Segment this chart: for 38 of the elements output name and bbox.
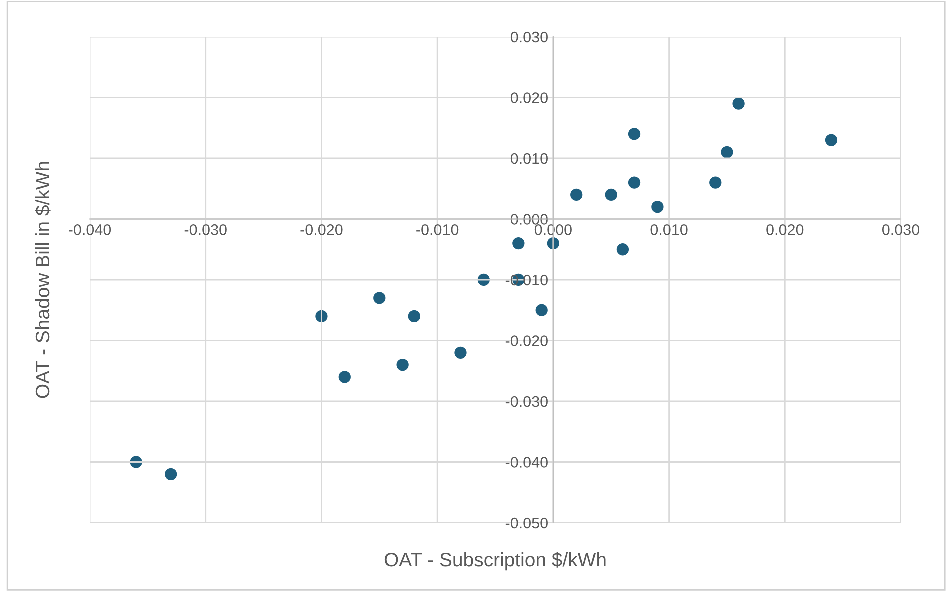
point: [478, 274, 490, 286]
point: [374, 292, 386, 304]
point: [396, 358, 409, 372]
x-tick-label: 0.010: [650, 224, 688, 236]
point: [628, 128, 641, 140]
x-tick-label: -0.020: [300, 224, 343, 236]
y-tick-label: 0.010: [510, 153, 548, 164]
point: [628, 176, 641, 189]
point: [338, 371, 351, 384]
y-tick-label: -0.050: [506, 518, 548, 529]
y-tick-label: 0.020: [510, 92, 548, 104]
x-tick-label: 0.000: [534, 224, 572, 236]
x-tick-label: -0.040: [69, 224, 112, 236]
y-axis-title: OAT - Shadow Bill in $/kWh: [35, 162, 51, 398]
y-tick-label: -0.030: [506, 396, 548, 408]
y-tick-label: -0.010: [506, 274, 548, 286]
x-axis-title: OAT - Subscription $/kWh: [384, 552, 606, 571]
y-tick-label: 0.030: [510, 32, 548, 43]
y-tick-label: 0.000: [510, 214, 548, 225]
point: [570, 188, 583, 202]
x-tick-label: -0.010: [416, 224, 459, 236]
y-tick-label: -0.040: [506, 457, 548, 468]
point: [408, 310, 420, 323]
point: [605, 188, 618, 202]
point: [652, 201, 664, 214]
y-tick-label: -0.020: [506, 336, 548, 346]
point: [512, 237, 525, 250]
point: [616, 244, 630, 256]
point: [732, 98, 745, 110]
point: [721, 146, 734, 158]
point: [165, 468, 178, 480]
x-tick-label: 0.030: [882, 224, 920, 236]
x-tick-label: 0.020: [766, 224, 804, 236]
point: [825, 134, 838, 146]
x-tick-label: -0.030: [184, 224, 227, 236]
point: [536, 304, 548, 316]
point: [710, 176, 722, 189]
point: [454, 346, 467, 359]
